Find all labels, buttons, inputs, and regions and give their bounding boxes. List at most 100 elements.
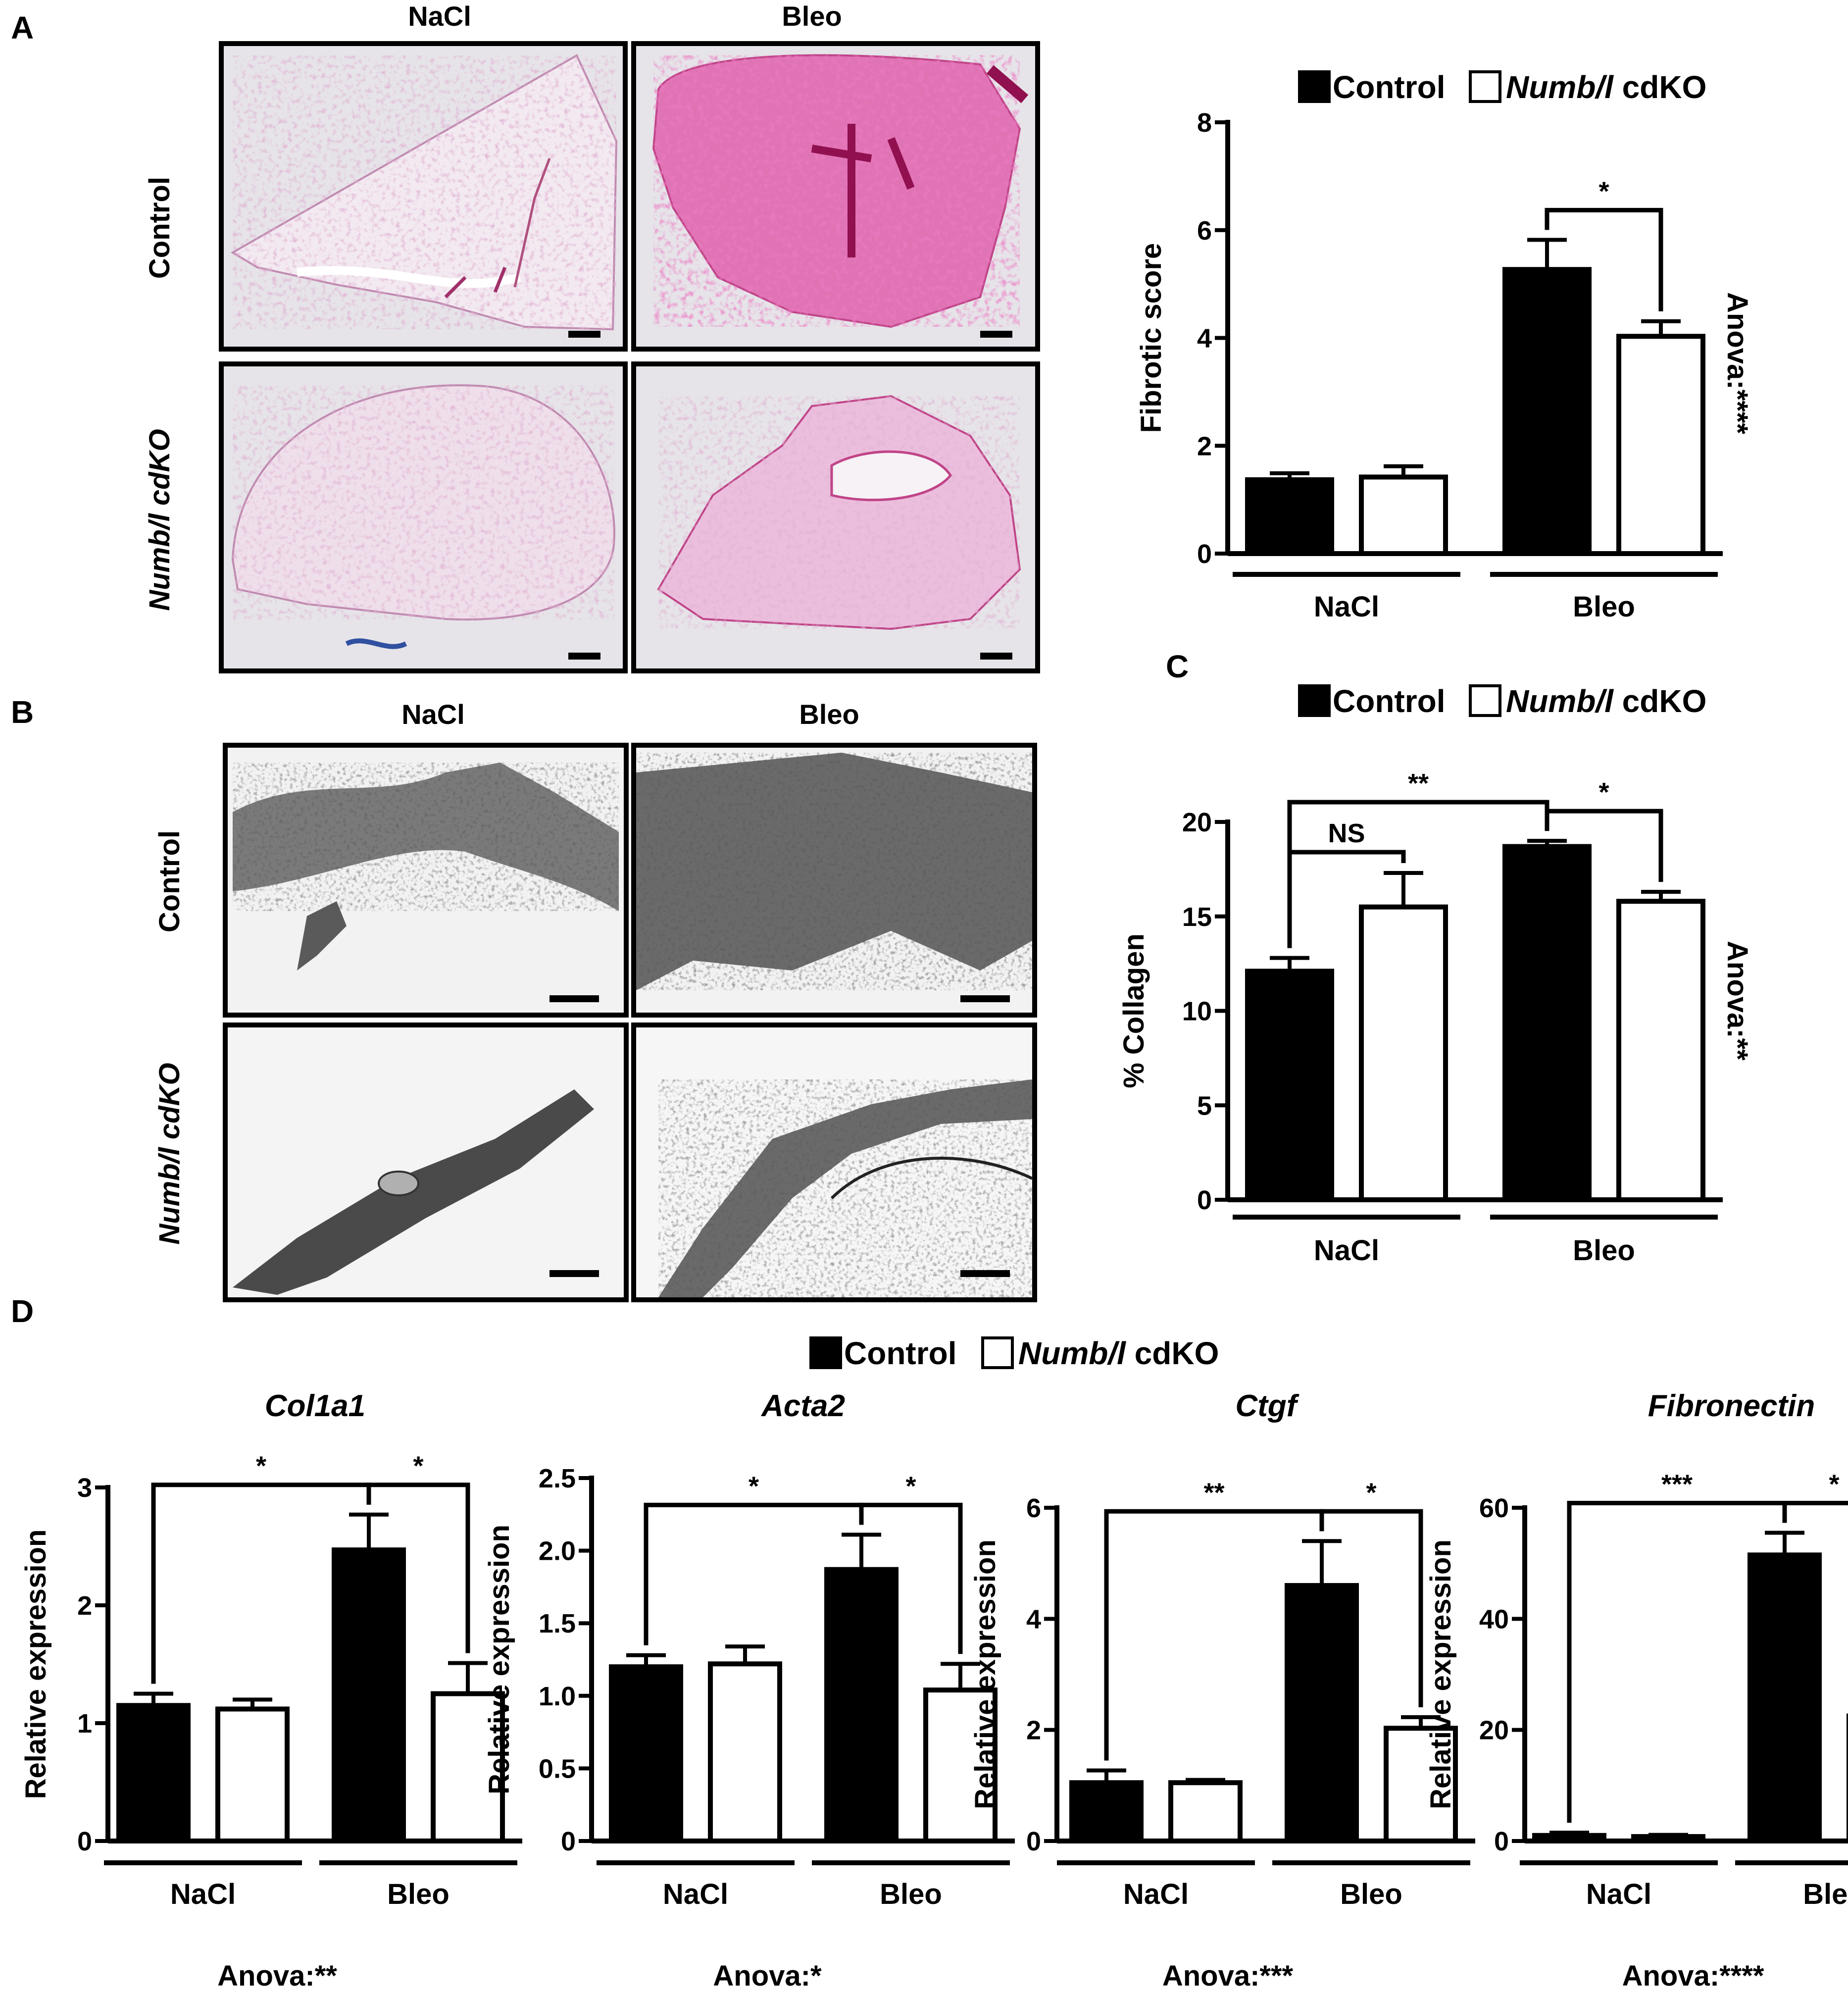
group-label-D3: Bleo	[1340, 1878, 1402, 1910]
panel-letter-c: C	[1166, 649, 1189, 684]
group-label-D4: Bleo	[1803, 1878, 1848, 1910]
y-tick-label-D3: 2	[1026, 1716, 1041, 1745]
sig-label-D4: ***	[1661, 1469, 1693, 1499]
sig-bracket-D4	[1782, 1500, 1848, 1523]
panel-letter-b: B	[11, 694, 34, 730]
micrograph-b-cdko-bleo	[631, 1023, 1037, 1302]
sig-label-D1: *	[413, 1451, 423, 1481]
bar-D1-Bleo-1	[431, 1691, 505, 1843]
y-tick-label-A: 8	[1197, 108, 1212, 138]
chart-title-D3: Ctgf	[1236, 1389, 1299, 1423]
group-label-D1: Bleo	[387, 1878, 450, 1910]
anova-label-C: Anova:**	[1721, 941, 1753, 1061]
panel-letter-a: A	[11, 10, 34, 46]
y-tick-label-C: 15	[1182, 902, 1212, 932]
y-tick-label-C: 20	[1182, 808, 1212, 837]
panel-a-micrographs: NaCl Bleo Control Numb/l cdKO	[144, 0, 1040, 673]
y-tick-label-C: 0	[1197, 1185, 1212, 1215]
micrograph-a-control-bleo	[631, 41, 1040, 352]
micrograph-b-control-bleo	[631, 743, 1037, 1018]
legend-d-cdko-label: Numb/l cdKO	[1018, 1335, 1219, 1371]
sig-bracket-C	[1545, 809, 1663, 882]
sig-label-D3: **	[1203, 1478, 1224, 1507]
legend-a-control-label: Control	[1333, 69, 1446, 105]
sig-label-D2: *	[749, 1471, 759, 1501]
chart-title-D1: Col1a1	[265, 1389, 365, 1423]
panel-a-row-control: Control	[144, 177, 176, 279]
panel-a-row-cdko: Numb/l cdKO	[144, 429, 176, 611]
y-axis-title-D1: Relative expression	[20, 1530, 52, 1799]
y-tick-label-D3: 0	[1026, 1827, 1041, 1856]
chart-fibrotic-score: 0 2 4 6 8 Fibrotic score NaCl Bleo * Anova:****	[1135, 108, 1753, 623]
bar-A-NaCl-0	[1245, 477, 1334, 556]
y-tick-label-D4: 20	[1479, 1716, 1509, 1745]
legend-c-cdko-label: Numb/l cdKO	[1506, 683, 1706, 719]
bar-C-NaCl-1	[1359, 904, 1448, 1203]
sig-bracket-D1	[366, 1483, 470, 1653]
micrograph-a-cdko-bleo	[631, 361, 1040, 673]
legend-c-cdko-swatch	[1469, 684, 1501, 717]
y-axis-title-D2: Relative expression	[483, 1525, 515, 1794]
bar-D3-NaCl-1	[1168, 1780, 1243, 1844]
y-tick-label-D4: 60	[1479, 1493, 1509, 1523]
sig-label-A: *	[1598, 176, 1609, 206]
panel-b-row-control: Control	[153, 830, 186, 932]
y-tick-label-A: 4	[1197, 324, 1212, 354]
group-label-D1: NaCl	[170, 1878, 236, 1910]
legend-d-cdko-swatch	[981, 1336, 1014, 1369]
bar-D4-NaCl-1	[1631, 1834, 1705, 1843]
bar-D3-Bleo-0	[1285, 1583, 1359, 1844]
chart-fibronectin: 0 20 40 60 Relative expression Fibronectin NaC…	[1425, 1389, 1848, 1992]
legend-d-control-label: Control	[844, 1335, 957, 1371]
bar-D2-Bleo-1	[923, 1688, 998, 1844]
legend-a-control-swatch	[1298, 70, 1331, 103]
bar-D1-Bleo-0	[332, 1547, 406, 1843]
sig-bracket-D2	[859, 1502, 963, 1654]
legend-a: Control Numb/l cdKO	[1298, 69, 1706, 105]
y-tick-label-D2: 1.5	[539, 1609, 576, 1638]
sig-label-D2: *	[905, 1471, 916, 1501]
panel-b-col-bleo: Bleo	[799, 699, 859, 730]
chart-title-D4: Fibronectin	[1648, 1389, 1815, 1423]
group-label-C: Bleo	[1573, 1234, 1635, 1267]
bar-D2-NaCl-0	[609, 1664, 683, 1843]
y-tick-label-D1: 0	[77, 1827, 92, 1856]
sig-label-D3: *	[1366, 1478, 1376, 1507]
y-tick-label-D3: 6	[1026, 1493, 1041, 1523]
y-tick-label-D2: 1.0	[539, 1682, 576, 1711]
legend-c-control-label: Control	[1333, 683, 1446, 719]
group-label-D4: NaCl	[1586, 1878, 1651, 1910]
bar-A-Bleo-0	[1502, 267, 1592, 556]
anova-label-D4: Anova:****	[1622, 1960, 1764, 1992]
y-tick-label-D2: 2.5	[539, 1464, 576, 1493]
y-axis-title-D3: Relative expression	[969, 1539, 1001, 1809]
bar-D1-NaCl-0	[116, 1703, 191, 1844]
sig-label-C: **	[1408, 768, 1429, 798]
y-tick-label-D1: 2	[77, 1591, 92, 1621]
anova-label-D1: Anova:**	[217, 1960, 337, 1992]
y-axis-title-D4: Relative expression	[1425, 1539, 1457, 1809]
anova-label-D2: Anova:*	[713, 1960, 822, 1992]
bar-D4-NaCl-0	[1532, 1833, 1606, 1844]
anova-label-A: Anova:****	[1721, 292, 1753, 434]
panel-letter-d: D	[11, 1293, 34, 1329]
legend-c: Control Numb/l cdKO	[1298, 683, 1706, 719]
sig-label-D1: *	[256, 1451, 266, 1481]
bar-D2-NaCl-1	[708, 1661, 782, 1843]
y-tick-label-A: 6	[1197, 216, 1212, 246]
bar-D4-Bleo-0	[1748, 1552, 1822, 1843]
y-axis-title-C: % Collagen	[1118, 933, 1150, 1088]
micrograph-b-control-nacl	[223, 743, 629, 1018]
y-tick-label-A: 2	[1197, 431, 1212, 461]
panel-b-row-cdko: Numb/l cdKO	[153, 1063, 186, 1244]
micrograph-b-cdko-nacl	[223, 1023, 629, 1302]
group-label-A: NaCl	[1314, 591, 1379, 623]
panel-b-col-nacl: NaCl	[401, 699, 465, 730]
legend-a-cdko-swatch	[1469, 70, 1501, 103]
y-tick-label-D2: 0	[561, 1827, 576, 1856]
group-label-C: NaCl	[1314, 1234, 1379, 1267]
